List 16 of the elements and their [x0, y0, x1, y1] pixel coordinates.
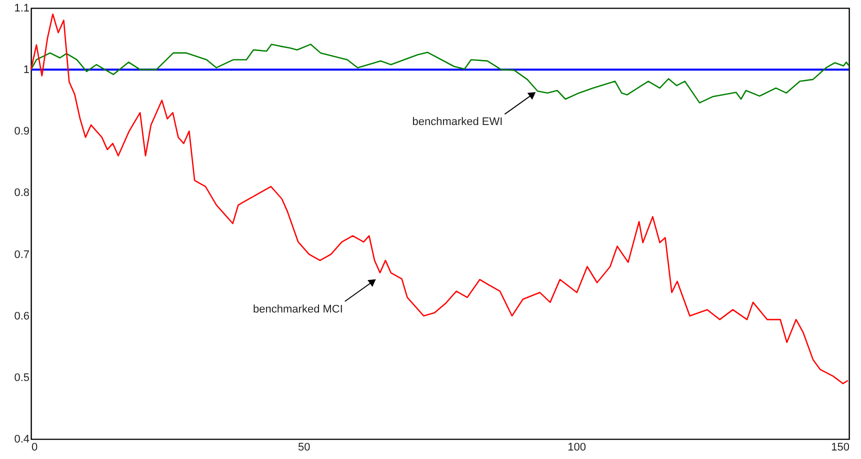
y-tick-label: 0.8 — [14, 187, 30, 200]
line-series — [30, 14, 849, 384]
y-tick-label: 0.5 — [14, 372, 30, 384]
annotation: benchmarked EWI — [412, 116, 503, 128]
y-tick-label: 0.4 — [14, 434, 30, 446]
x-tick-label: 0 — [32, 442, 38, 454]
x-tick-label: 100 — [568, 442, 586, 454]
y-tick-label: 1.1 — [14, 2, 30, 14]
y-tick-label: 0.6 — [14, 310, 30, 322]
y-tick-label: 0.9 — [14, 126, 30, 138]
annotation: benchmarked MCI — [253, 303, 343, 316]
line-series — [30, 44, 850, 104]
y-tick-label: 0.7 — [14, 248, 30, 261]
y-tick-label: 1 — [23, 64, 30, 76]
x-tick-label: 50 — [298, 442, 310, 454]
x-tick-label: 150 — [831, 442, 850, 454]
